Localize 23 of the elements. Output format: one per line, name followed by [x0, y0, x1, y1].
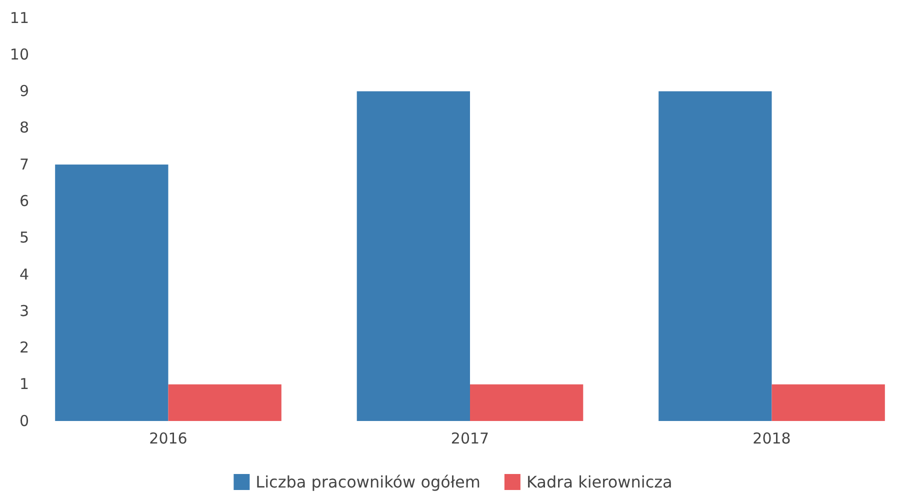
- y-tick-label: 6: [19, 192, 29, 210]
- y-tick-label: 0: [19, 412, 29, 430]
- y-tick-label: 1: [19, 375, 29, 394]
- x-tick-label: 2016: [149, 430, 188, 448]
- bar: [658, 91, 772, 421]
- x-tick-label: 2017: [450, 430, 490, 448]
- y-tick-label: 11: [10, 8, 29, 27]
- y-tick-label: 5: [19, 228, 29, 247]
- x-tick-label: 2018: [752, 430, 791, 448]
- y-tick-label: 8: [19, 118, 29, 137]
- y-tick-label: 10: [10, 45, 29, 64]
- y-tick-label: 4: [19, 265, 29, 284]
- bar: [168, 384, 282, 421]
- bar: [470, 384, 584, 421]
- y-tick-label: 9: [19, 82, 29, 100]
- legend-label: Liczba pracowników ogółem: [256, 472, 480, 492]
- bar: [772, 384, 885, 421]
- bar: [356, 91, 470, 421]
- y-tick-label: 3: [19, 302, 29, 320]
- legend-label: Kadra kierownicza: [526, 472, 672, 492]
- bar: [55, 164, 168, 421]
- y-tick-label: 2: [19, 338, 29, 357]
- y-tick-label: 7: [19, 155, 29, 174]
